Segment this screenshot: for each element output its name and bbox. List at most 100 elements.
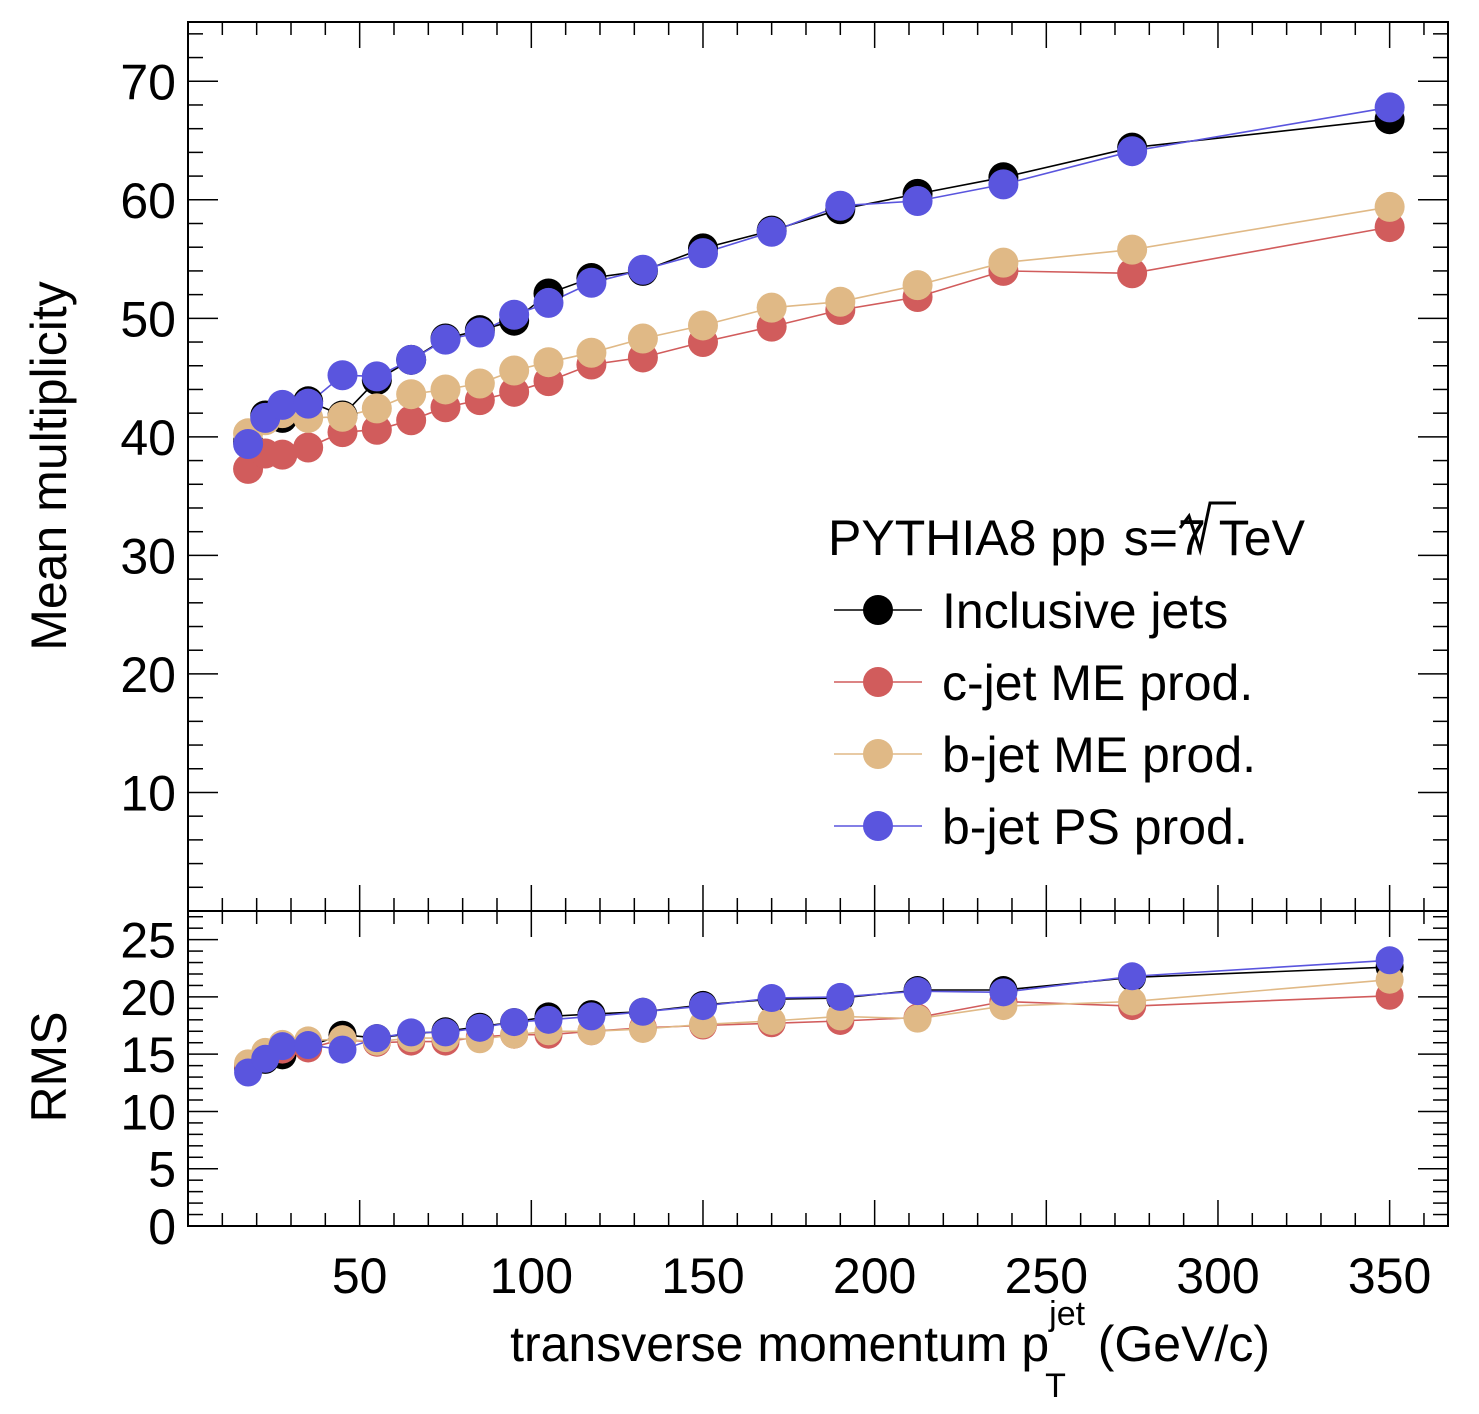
legend-header-suffix: =7 TeV [1149,510,1306,566]
legend-label: c-jet ME prod. [942,655,1253,711]
top-data-point [687,310,718,341]
top-data-point [361,361,392,392]
top-y-tick-labels: 10 20 30 40 50 60 70 [120,54,176,821]
legend-header: PYTHIA8 pp s=7 TeV [828,510,1306,566]
top-data-point [1117,136,1148,167]
top-data-point [1117,234,1148,265]
top-data-point [533,347,564,378]
top-y-tick-label: 60 [120,173,176,229]
top-data-point [267,439,298,470]
x-tick-label: 150 [661,1248,744,1304]
x-tick-label: 200 [833,1248,916,1304]
top-data-point [627,323,658,354]
x-tick-label: 50 [332,1248,388,1304]
top-data-point [687,238,718,269]
bottom-data-point [1118,962,1147,991]
top-y-tick-label: 20 [120,647,176,703]
top-data-point [756,292,787,323]
top-data-point [825,190,856,221]
x-axis-label: transverse momentum pjet T (GeV/c) [510,1295,1270,1405]
bottom-data-point [903,977,932,1006]
top-data-point [327,360,358,391]
bottom-data-point [757,1006,786,1035]
top-y-tick-label: 40 [120,410,176,466]
bottom-panel-ticks [188,911,1448,1227]
top-data-point [576,337,607,368]
bottom-data-point [1375,946,1404,975]
top-data-point [1374,191,1405,222]
bottom-data-point [826,1002,855,1031]
top-panel-ticks [188,22,1448,912]
top-data-point [902,270,933,301]
top-data-point [430,374,461,405]
top-data-point [499,299,530,330]
x-axis-label-sub: T [1045,1367,1066,1405]
bottom-data-point [826,982,855,1011]
bottom-data-point [577,1002,606,1031]
bottom-data-point [500,1008,529,1037]
top-data-point [361,393,392,424]
bottom-y-tick-label: 20 [120,970,176,1026]
bottom-data-point [268,1032,297,1061]
legend-marker [863,595,893,625]
legend-marker [863,667,893,697]
top-data-point [576,267,607,298]
bottom-y-tick-label: 25 [120,913,176,969]
top-data-point [988,247,1019,278]
x-tick-label: 350 [1348,1248,1431,1304]
top-data-point [293,388,324,419]
top-data-point [396,344,427,375]
x-axis-label-sup: jet [1048,1295,1085,1333]
bottom-y-axis-label: RMS [21,1011,77,1122]
top-data-point [988,169,1019,200]
bottom-data-point [328,1035,357,1064]
bottom-data-point [903,1004,932,1033]
top-data-point [1374,92,1405,123]
bottom-y-tick-label: 15 [120,1027,176,1083]
x-tick-label: 100 [490,1248,573,1304]
top-y-axis-label: Mean multiplicity [21,281,77,651]
bottom-data-point [362,1024,391,1053]
bottom-data-point [294,1031,323,1060]
top-data-point [756,216,787,247]
legend-label: b-jet ME prod. [942,727,1256,783]
bottom-y-tick-label: 10 [120,1084,176,1140]
top-data-point [464,317,495,348]
top-data-point [902,185,933,216]
top-panel-frame [187,21,1449,912]
top-data-point [430,324,461,355]
top-data-point [396,379,427,410]
top-data-point [233,428,264,459]
bottom-panel-frame [187,910,1449,1227]
x-tick-label: 250 [1005,1248,1088,1304]
legend-label: b-jet PS prod. [942,799,1248,855]
bottom-data-point [628,997,657,1026]
top-data-point [499,355,530,386]
top-data-point [361,414,392,445]
bottom-data-point [989,978,1018,1007]
x-axis-label-main: transverse momentum p [510,1316,1049,1372]
legend-label: Inclusive jets [942,583,1228,639]
top-data-point [533,287,564,318]
top-data-point [1117,258,1148,289]
legend-entries: Inclusive jets c-jet ME prod. b-jet ME pro… [834,583,1256,855]
top-data-point [327,401,358,432]
bottom-data-point [397,1018,426,1047]
x-axis-label-unit: (GeV/c) [1084,1316,1270,1372]
legend: PYTHIA8 pp s=7 TeV Inclusive jets c-jet M… [828,501,1306,855]
bottom-data-point [1375,965,1404,994]
top-data-point [627,254,658,285]
bottom-data-point [534,1005,563,1034]
sqrt-sign [1178,501,1236,556]
top-y-tick-label: 70 [120,54,176,110]
x-tick-labels: 50 100 150 200 250 300 350 [332,1248,1432,1304]
bottom-y-tick-label: 5 [148,1142,176,1198]
bottom-series-line [247,959,1390,1074]
x-tick-label: 300 [1176,1248,1259,1304]
top-data-point [825,286,856,317]
top-y-tick-label: 10 [120,765,176,821]
legend-marker [863,811,893,841]
legend-header-prefix: PYTHIA8 pp [828,510,1120,566]
